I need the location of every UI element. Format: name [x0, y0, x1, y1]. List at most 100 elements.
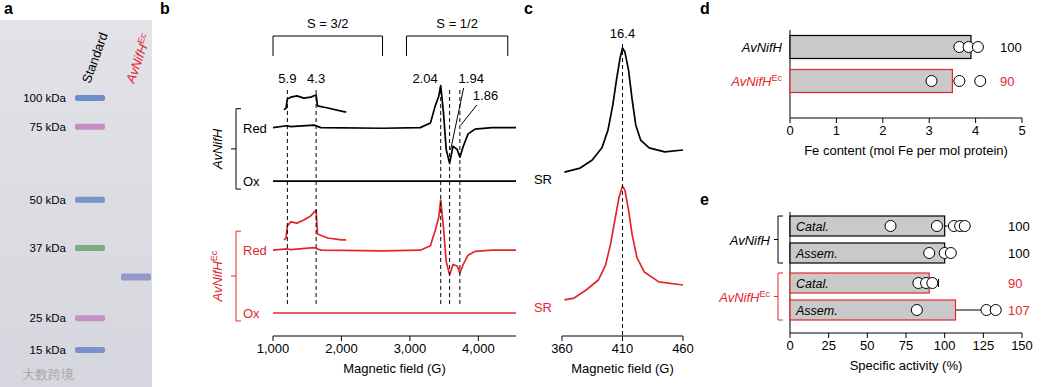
data-point: [990, 305, 1001, 316]
plot-area: [564, 48, 683, 300]
panel-label: e: [700, 191, 709, 208]
name-label: AvNifH: [729, 233, 771, 248]
data-label: 107: [1008, 303, 1030, 318]
ladder-band: [75, 95, 105, 101]
data-point: [954, 76, 965, 87]
name-sup: Ec: [136, 31, 149, 45]
name-label: AvNifH: [210, 128, 225, 170]
ladder-label: 75 kDa: [30, 121, 67, 133]
tick-label: 3,000: [394, 341, 427, 356]
bracket: [406, 36, 507, 56]
label: 1.94: [459, 71, 484, 86]
bar-label: Assem.: [795, 247, 838, 261]
gel-background: [0, 20, 152, 387]
bar: [790, 36, 971, 59]
data-point: [972, 42, 983, 53]
name-label: AvNifH: [741, 40, 783, 55]
ladder-band: [75, 347, 105, 353]
panel-line: 1,0002,0003,0004,000Magnetic field (G)S …: [209, 16, 516, 376]
axis-title: Magnetic field (G): [343, 361, 446, 376]
trace: [273, 180, 516, 182]
name-text: AvNifH: [210, 128, 225, 170]
data-point: [927, 278, 938, 289]
leader: [461, 105, 477, 125]
g-line: [459, 90, 460, 305]
name-label: AvNifHEc: [121, 31, 154, 86]
tick-label: 150: [1011, 338, 1033, 353]
panel-label: c: [524, 0, 533, 17]
ladder-label: 25 kDa: [30, 312, 67, 324]
g-line: [316, 90, 317, 305]
label: 5.9: [278, 71, 296, 86]
data-point: [924, 248, 935, 259]
sample-bracket: [231, 231, 241, 321]
g-line: [622, 44, 623, 336]
ladder-band: [75, 245, 105, 251]
x-axis: [273, 336, 516, 337]
bar: [790, 300, 955, 320]
g-line: [449, 90, 450, 305]
tick-label: 75: [899, 338, 913, 353]
group-bracket: [774, 216, 783, 263]
bar-label: Catal.: [796, 220, 829, 234]
axis-title: Fe content (mol Fe per mol protein): [804, 143, 1008, 158]
sample-bracket: [231, 109, 241, 189]
plot-area: [273, 86, 516, 313]
tick-label: 25: [821, 338, 835, 353]
name-label: AvNifHEc: [209, 250, 225, 302]
data-label: 100: [1008, 246, 1030, 261]
tick-label: 2,000: [325, 341, 358, 356]
sample-band: [121, 273, 151, 280]
panel-label: d: [700, 0, 710, 17]
trace: [273, 86, 516, 164]
panel-line: 360410460Magnetic field (G)16.4SRSR: [534, 26, 694, 376]
relative-label: 100: [1000, 40, 1022, 55]
bar-label: Catal.: [796, 277, 829, 291]
group-bracket: [774, 273, 783, 320]
name-text: AvNifH: [741, 40, 783, 55]
tick-label: 5: [1018, 123, 1025, 138]
label: S = 3/2: [307, 16, 349, 31]
trace-label: SR: [534, 172, 552, 187]
name-sup: Ec: [209, 250, 219, 261]
trace: [273, 200, 516, 275]
name-sup: Ec: [771, 73, 782, 83]
ladder-label: 37 kDa: [30, 242, 67, 254]
tick-label: 2: [879, 123, 886, 138]
tick-label: 100: [934, 338, 956, 353]
trace: [284, 210, 346, 240]
panel-label: a: [4, 0, 13, 17]
bar: [790, 273, 929, 293]
ladder-band: [75, 197, 105, 203]
label: 1.86: [473, 88, 498, 103]
trace: [284, 95, 346, 112]
ladder-label: 15 kDa: [30, 344, 67, 356]
figure: 100 kDa75 kDa50 kDa37 kDa25 kDa15 kDaSta…: [0, 0, 1043, 387]
name-text: AvNifH: [122, 42, 150, 86]
data-label: 90: [1008, 276, 1022, 291]
tick-label: 50: [860, 338, 874, 353]
trace: [564, 48, 683, 172]
g-line: [287, 90, 288, 305]
data-point: [885, 221, 896, 232]
tick-label: 0: [786, 338, 793, 353]
data-label: 100: [1008, 219, 1030, 234]
tick-label: 3: [926, 123, 933, 138]
trace-label: Ox: [243, 306, 260, 321]
axis-title: Magnetic field (G): [571, 361, 674, 376]
tick-label: 4: [972, 123, 979, 138]
relative-label: 90: [1000, 74, 1014, 89]
tick-label: 125: [972, 338, 994, 353]
name-text: AvNifH: [730, 74, 772, 89]
tick-label: 410: [612, 341, 634, 356]
name-sup: Ec: [759, 289, 770, 299]
trace: [273, 312, 516, 314]
name-text: AvNifH: [718, 290, 760, 305]
bracket: [273, 36, 383, 56]
tick-label: 360: [551, 341, 573, 356]
axis-title: Specific activity (%): [850, 358, 963, 373]
bar: [790, 70, 952, 93]
leader: [451, 88, 464, 150]
ladder-label: 50 kDa: [30, 194, 67, 206]
ladder-band: [75, 124, 105, 130]
